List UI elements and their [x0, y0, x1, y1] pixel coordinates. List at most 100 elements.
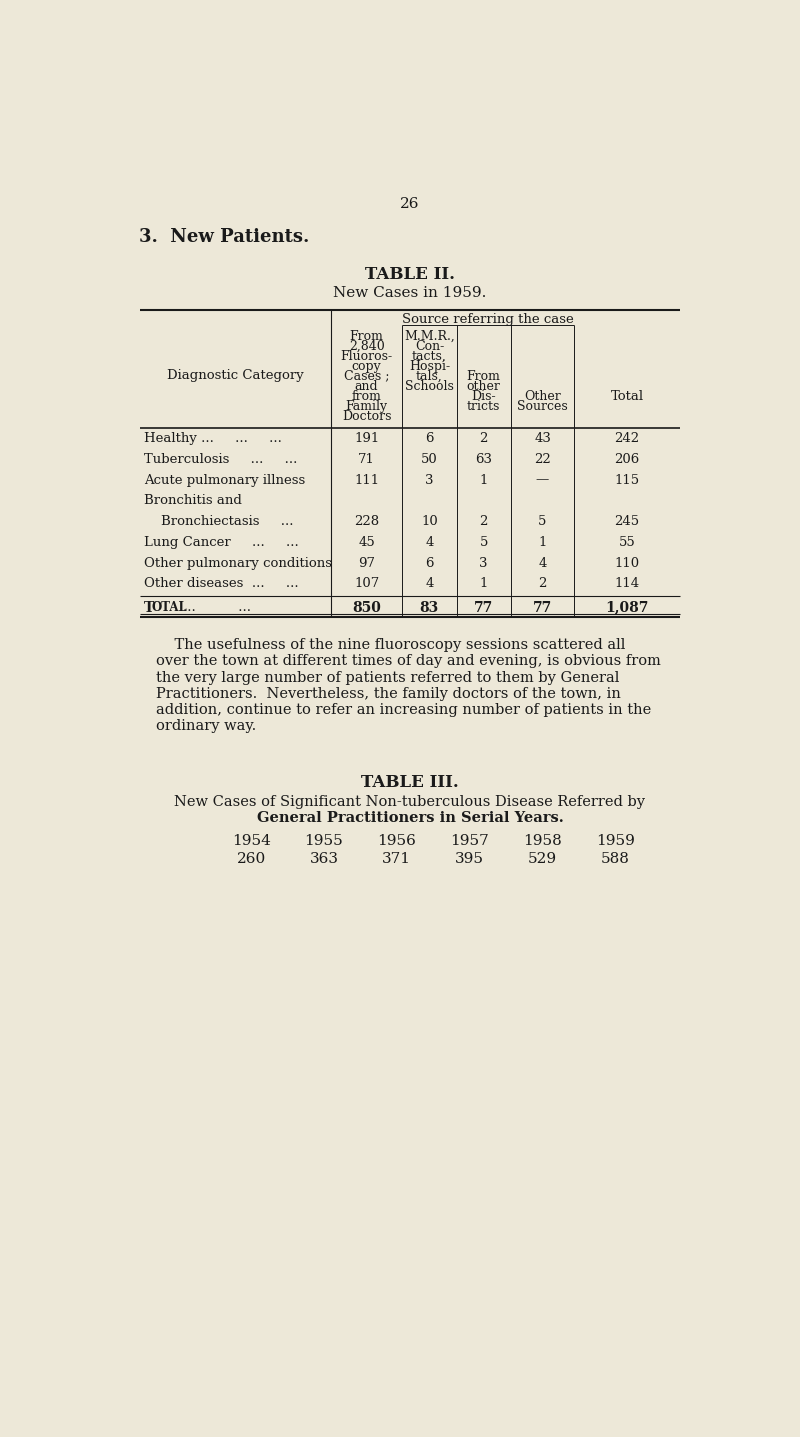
Text: Sources: Sources	[517, 399, 568, 412]
Text: Other diseases  ...     ...: Other diseases ... ...	[144, 578, 299, 591]
Text: tricts: tricts	[467, 399, 500, 412]
Text: 63: 63	[475, 453, 492, 466]
Text: General Practitioners in Serial Years.: General Practitioners in Serial Years.	[257, 810, 563, 825]
Text: 260: 260	[237, 852, 266, 867]
Text: 114: 114	[614, 578, 639, 591]
Text: Tuberculosis     ...     ...: Tuberculosis ... ...	[144, 453, 298, 466]
Text: the very large number of patients referred to them by General: the very large number of patients referr…	[156, 671, 619, 684]
Text: 1: 1	[538, 536, 546, 549]
Text: Other: Other	[524, 389, 561, 402]
Text: TABLE II.: TABLE II.	[365, 266, 455, 283]
Text: 245: 245	[614, 514, 639, 527]
Text: 115: 115	[614, 474, 639, 487]
Text: 97: 97	[358, 556, 375, 569]
Text: 395: 395	[455, 852, 484, 867]
Text: Cases ;: Cases ;	[344, 369, 390, 382]
Text: 5: 5	[479, 536, 488, 549]
Text: other: other	[466, 379, 501, 392]
Text: tacts,: tacts,	[412, 349, 446, 362]
Text: Bronchiectasis     ...: Bronchiectasis ...	[144, 514, 294, 527]
Text: Doctors: Doctors	[342, 410, 391, 422]
Text: 10: 10	[421, 514, 438, 527]
Text: Family: Family	[346, 399, 388, 412]
Text: 1956: 1956	[378, 833, 416, 848]
Text: 2: 2	[538, 578, 546, 591]
Text: 588: 588	[601, 852, 630, 867]
Text: Dis-: Dis-	[471, 389, 496, 402]
Text: 45: 45	[358, 536, 375, 549]
Text: 1958: 1958	[523, 833, 562, 848]
Text: 5: 5	[538, 514, 546, 527]
Text: ...          ...: ... ...	[183, 601, 251, 614]
Text: 529: 529	[528, 852, 557, 867]
Text: Total: Total	[610, 389, 643, 402]
Text: 1954: 1954	[232, 833, 270, 848]
Text: —: —	[536, 474, 549, 487]
Text: 6: 6	[425, 556, 434, 569]
Text: 371: 371	[382, 852, 411, 867]
Text: TABLE III.: TABLE III.	[361, 773, 459, 790]
Text: addition, continue to refer an increasing number of patients in the: addition, continue to refer an increasin…	[156, 703, 651, 717]
Text: 206: 206	[614, 453, 640, 466]
Text: The usefulness of the nine fluoroscopy sessions scattered all: The usefulness of the nine fluoroscopy s…	[156, 638, 625, 652]
Text: 4: 4	[425, 536, 434, 549]
Text: Practitioners.  Nevertheless, the family doctors of the town, in: Practitioners. Nevertheless, the family …	[156, 687, 621, 701]
Text: 43: 43	[534, 433, 551, 445]
Text: 2: 2	[479, 514, 488, 527]
Text: Diagnostic Category: Diagnostic Category	[167, 369, 304, 382]
Text: From: From	[350, 329, 383, 342]
Text: ordinary way.: ordinary way.	[156, 718, 256, 733]
Text: Hospi-: Hospi-	[409, 359, 450, 372]
Text: 228: 228	[354, 514, 379, 527]
Text: 22: 22	[534, 453, 551, 466]
Text: Bronchitis and: Bronchitis and	[144, 494, 242, 507]
Text: 242: 242	[614, 433, 639, 445]
Text: 111: 111	[354, 474, 379, 487]
Text: M.M.R.,: M.M.R.,	[404, 329, 454, 342]
Text: 4: 4	[425, 578, 434, 591]
Text: 55: 55	[618, 536, 635, 549]
Text: Schools: Schools	[405, 379, 454, 392]
Text: New Cases of Significant Non-tuberculous Disease Referred by: New Cases of Significant Non-tuberculous…	[174, 795, 646, 809]
Text: copy: copy	[352, 359, 382, 372]
Text: 26: 26	[400, 197, 420, 211]
Text: 110: 110	[614, 556, 639, 569]
Text: 1955: 1955	[305, 833, 343, 848]
Text: 1957: 1957	[450, 833, 489, 848]
Text: 1959: 1959	[596, 833, 635, 848]
Text: 2: 2	[479, 433, 488, 445]
Text: 4: 4	[538, 556, 546, 569]
Text: 3.  New Patients.: 3. New Patients.	[138, 228, 309, 246]
Text: 50: 50	[421, 453, 438, 466]
Text: Other pulmonary conditions: Other pulmonary conditions	[144, 556, 332, 569]
Text: 107: 107	[354, 578, 379, 591]
Text: T: T	[144, 601, 154, 615]
Text: 191: 191	[354, 433, 379, 445]
Text: 3: 3	[479, 556, 488, 569]
Text: 77: 77	[474, 601, 494, 615]
Text: over the town at different times of day and evening, is obvious from: over the town at different times of day …	[156, 654, 661, 668]
Text: Con-: Con-	[414, 339, 444, 352]
Text: New Cases in 1959.: New Cases in 1959.	[334, 286, 486, 300]
Text: 77: 77	[533, 601, 552, 615]
Text: From: From	[466, 369, 501, 382]
Text: Healthy ...     ...     ...: Healthy ... ... ...	[144, 433, 282, 445]
Text: 1,087: 1,087	[606, 601, 649, 615]
Text: Fluoros-: Fluoros-	[341, 349, 393, 362]
Text: tals,: tals,	[416, 369, 442, 382]
Text: 850: 850	[352, 601, 381, 615]
Text: from: from	[352, 389, 382, 402]
Text: Acute pulmonary illness: Acute pulmonary illness	[144, 474, 306, 487]
Text: 83: 83	[420, 601, 439, 615]
Text: and: and	[354, 379, 378, 392]
Text: 3: 3	[425, 474, 434, 487]
Text: Lung Cancer     ...     ...: Lung Cancer ... ...	[144, 536, 299, 549]
Text: 1: 1	[479, 474, 488, 487]
Text: 6: 6	[425, 433, 434, 445]
Text: 71: 71	[358, 453, 375, 466]
Text: 1: 1	[479, 578, 488, 591]
Text: 363: 363	[310, 852, 338, 867]
Text: Source referring the case: Source referring the case	[402, 313, 574, 326]
Text: OTAL: OTAL	[151, 601, 187, 614]
Text: 2,840: 2,840	[349, 339, 385, 352]
